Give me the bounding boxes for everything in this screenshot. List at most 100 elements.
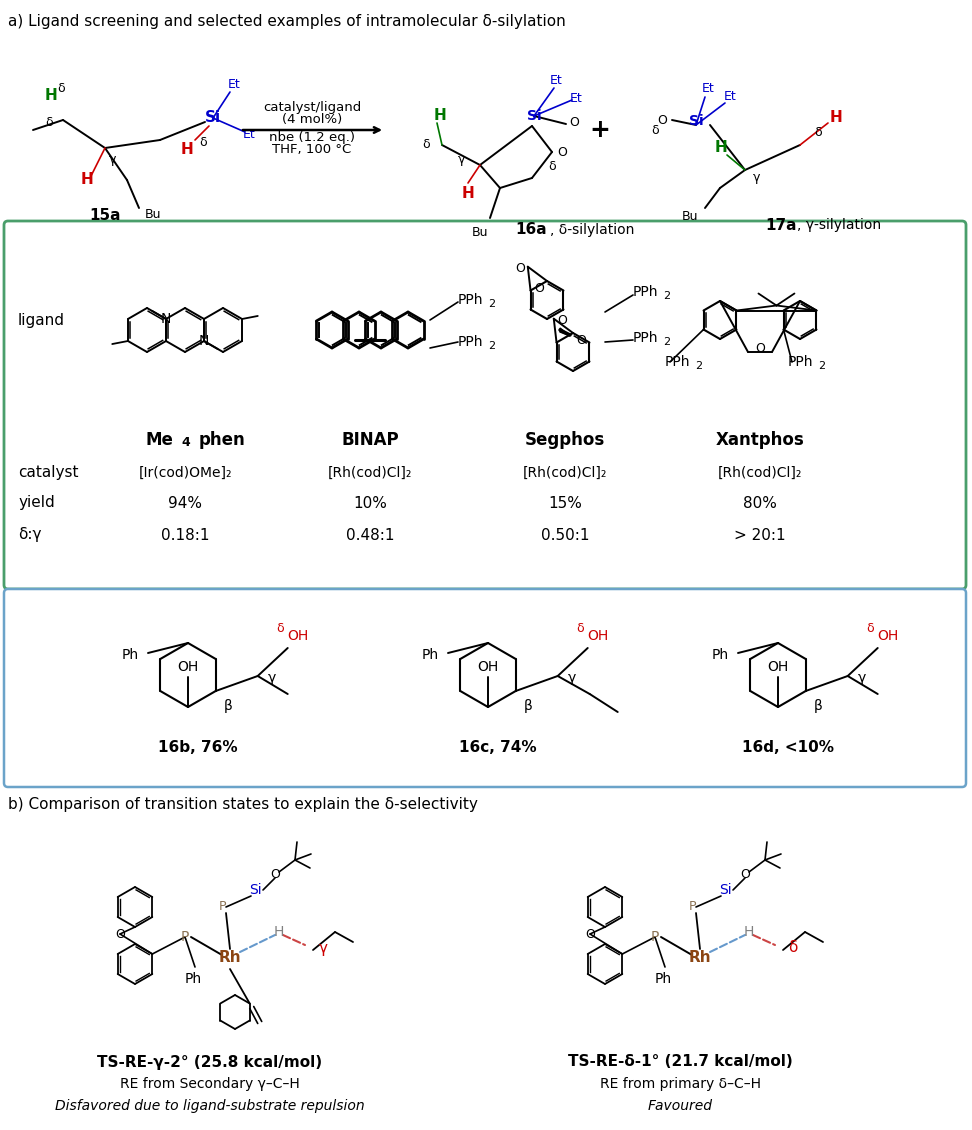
Text: 2: 2 [695,360,702,371]
Text: 0.50:1: 0.50:1 [540,528,589,542]
Text: [Rh(cod)Cl]₂: [Rh(cod)Cl]₂ [717,466,802,480]
Text: γ: γ [458,153,466,165]
Text: 2: 2 [488,341,495,351]
Text: 80%: 80% [743,495,777,511]
Text: > 20:1: > 20:1 [734,528,785,542]
Text: β: β [224,699,232,713]
Text: O: O [557,146,567,158]
Text: Et: Et [702,82,714,96]
Text: Si: Si [527,108,541,123]
Text: N: N [160,312,171,325]
Text: PPh: PPh [458,334,483,349]
Text: 16d, <10%: 16d, <10% [742,739,834,755]
Text: , δ-silylation: , δ-silylation [550,223,635,237]
Text: PPh: PPh [788,355,814,370]
Text: δ: δ [45,115,52,129]
Text: Et: Et [570,92,582,104]
Text: Et: Et [227,78,240,90]
Text: N: N [199,334,209,348]
Text: TS-RE-δ-1° (21.7 kcal/mol): TS-RE-δ-1° (21.7 kcal/mol) [568,1054,792,1069]
Text: ligand: ligand [18,313,65,328]
Text: H: H [714,140,727,156]
Text: OH: OH [877,629,898,643]
Text: β: β [814,699,822,713]
Text: , γ-silylation: , γ-silylation [797,218,882,232]
Text: BINAP: BINAP [341,431,399,449]
Text: RE from primary δ–C–H: RE from primary δ–C–H [600,1077,760,1090]
Text: OH: OH [177,660,198,673]
Text: P: P [688,901,696,913]
Text: δ: δ [548,159,556,173]
Text: δ: δ [199,136,207,148]
Text: PPh: PPh [633,285,658,299]
Text: 0.18:1: 0.18:1 [160,528,209,542]
Text: H: H [462,185,474,200]
Text: Bu: Bu [471,226,488,238]
Text: δ: δ [866,622,874,635]
Text: δ:γ: δ:γ [18,528,42,542]
Text: 94%: 94% [168,495,202,511]
Text: [Ir(cod)OMe]₂: [Ir(cod)OMe]₂ [138,466,231,480]
Text: OH: OH [287,629,308,643]
Text: yield: yield [18,495,54,511]
Text: [Rh(cod)Cl]₂: [Rh(cod)Cl]₂ [328,466,412,480]
Text: δ: δ [276,622,284,635]
Text: H: H [434,107,446,122]
Text: a) Ligand screening and selected examples of intramolecular δ-silylation: a) Ligand screening and selected example… [8,14,566,29]
Text: δ: δ [788,940,798,956]
Text: H: H [81,173,93,188]
Text: PPh: PPh [633,331,658,345]
Text: Bu: Bu [681,209,698,223]
Text: Si: Si [689,114,704,128]
Text: O: O [740,869,750,881]
Text: RE from Secondary γ–C–H: RE from Secondary γ–C–H [121,1077,300,1090]
Text: Ph: Ph [422,647,438,662]
Text: 16a: 16a [515,223,546,237]
Text: H: H [744,925,754,939]
Text: Si: Si [249,883,261,897]
Text: OH: OH [477,660,499,673]
Text: γ: γ [753,172,761,184]
Text: O: O [557,314,567,328]
Text: 16c, 74%: 16c, 74% [459,739,537,755]
Text: Ph: Ph [654,972,672,986]
Text: 17a: 17a [765,217,796,233]
Text: Et: Et [243,128,256,140]
Text: H: H [45,88,57,104]
Text: O: O [657,113,667,127]
Text: δ: δ [422,139,430,151]
Text: Rh: Rh [219,949,241,965]
Text: δ: δ [575,622,583,635]
Text: Ph: Ph [712,647,729,662]
Text: 0.48:1: 0.48:1 [346,528,395,542]
Text: 16b, 76%: 16b, 76% [158,739,238,755]
Text: O: O [270,869,280,881]
Text: O: O [585,928,595,940]
Text: P: P [181,930,190,944]
Text: PPh: PPh [665,355,690,370]
Text: Si: Si [718,883,731,897]
FancyBboxPatch shape [4,221,966,589]
Text: 2: 2 [663,337,670,347]
Text: Me: Me [145,431,173,449]
Text: 15a: 15a [89,208,121,223]
Text: Segphos: Segphos [525,431,606,449]
Text: Xantphos: Xantphos [715,431,805,449]
Text: THF, 100 °C: THF, 100 °C [272,144,352,156]
Text: [Rh(cod)Cl]₂: [Rh(cod)Cl]₂ [523,466,608,480]
Text: 2: 2 [663,292,670,301]
Text: P: P [651,930,659,944]
Text: γ: γ [109,154,117,166]
Text: Favoured: Favoured [647,1099,712,1113]
Text: δ: δ [815,127,821,139]
Text: OH: OH [767,660,788,673]
Text: γ: γ [568,671,575,685]
Text: Si: Si [205,111,221,125]
Text: O: O [115,928,125,940]
Text: δ: δ [57,81,65,95]
Text: +: + [590,118,610,142]
Text: O: O [515,262,525,276]
Text: PPh: PPh [458,293,483,307]
Text: Disfavored due to ligand-substrate repulsion: Disfavored due to ligand-substrate repul… [55,1099,364,1113]
Text: Bu: Bu [145,208,161,220]
